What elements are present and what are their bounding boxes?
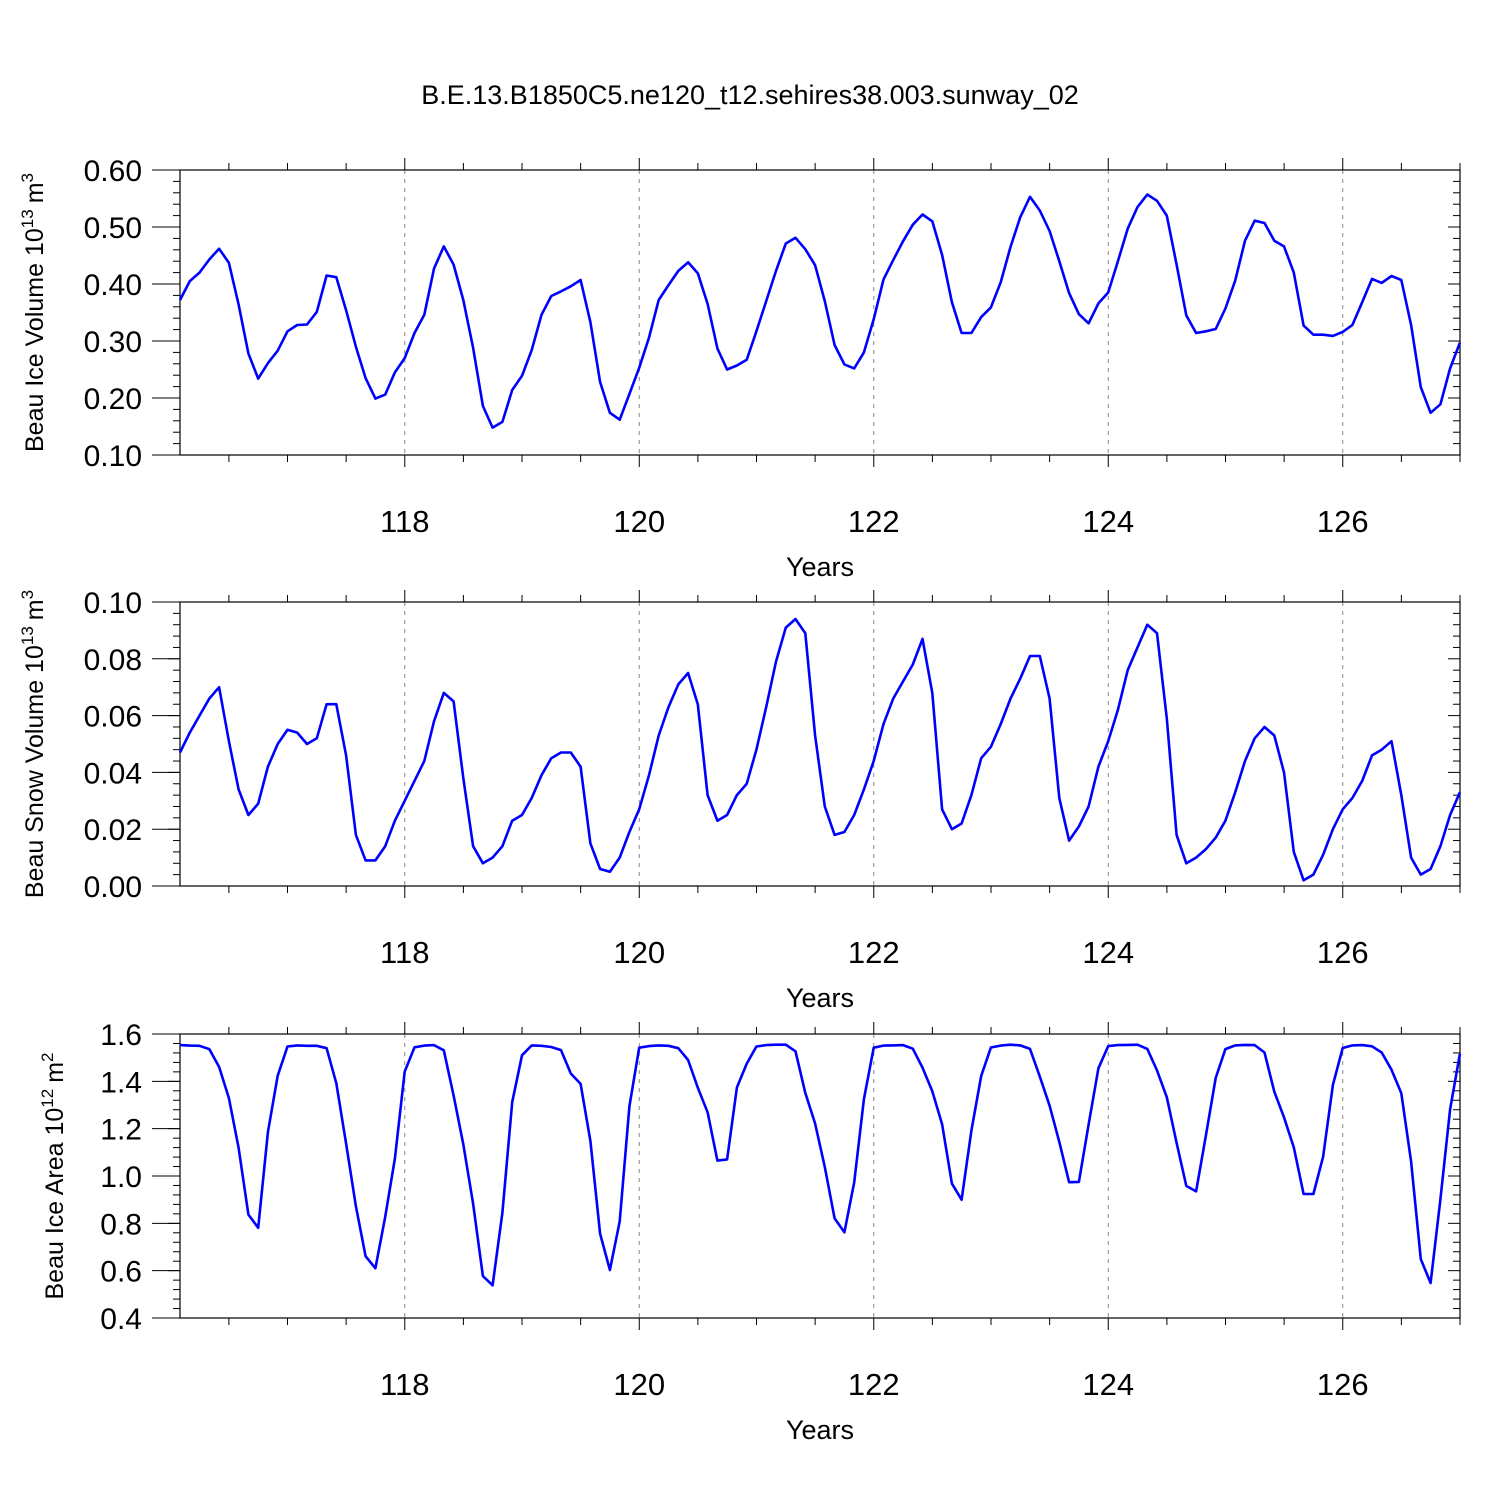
x-tick-label: 122	[848, 504, 900, 539]
x-tick-label: 118	[380, 1367, 429, 1402]
y-axis-label-exponent: 13	[18, 209, 37, 228]
y-axis-label-text: Beau Ice Volume 10	[21, 228, 49, 452]
y-tick-label: 0.30	[84, 326, 142, 359]
x-axis-label: Years	[786, 552, 854, 582]
x-tick-label: 118	[380, 935, 429, 970]
y-axis-label: Beau Ice Volume 1013 m3	[18, 173, 49, 452]
y-tick-label: 0.02	[84, 814, 142, 847]
x-axis-label: Years	[786, 1415, 854, 1445]
y-axis-label-text: Beau Ice Area 10	[41, 1108, 69, 1300]
plot-frame	[179, 601, 1461, 887]
y-tick-label: 0.60	[84, 155, 142, 188]
x-tick-label: 120	[613, 935, 665, 970]
y-axis-label-unit-exponent: 3	[18, 173, 37, 182]
x-tick-label: 126	[1317, 1367, 1369, 1402]
series-line	[178, 193, 1462, 429]
y-axis-label-unit-exponent: 3	[18, 590, 37, 599]
x-tick-label: 122	[848, 935, 900, 970]
figure-title: B.E.13.B1850C5.ne120_t12.sehires38.003.s…	[421, 80, 1079, 110]
x-tick-label: 118	[380, 504, 429, 539]
plot-frame	[179, 169, 1461, 456]
x-tick-label: 124	[1082, 504, 1134, 539]
y-axis-label: Beau Ice Area 1012 m2	[38, 1052, 69, 1299]
y-axis-label-unit-exponent: 2	[38, 1052, 57, 1061]
y-axis-label-unit: m	[21, 182, 49, 203]
y-tick-label: 0.4	[100, 1303, 142, 1336]
y-tick-label: 1.0	[100, 1161, 142, 1194]
plot-frame	[179, 1033, 1461, 1319]
y-tick-label: 1.6	[100, 1019, 142, 1052]
y-axis-label-unit: m	[41, 1062, 69, 1083]
y-tick-label: 0.06	[84, 701, 142, 734]
y-tick-label: 1.4	[100, 1066, 142, 1099]
y-axis-label-exponent: 12	[38, 1089, 57, 1108]
panel-1: 0.10 0.20 0.30 0.40 0.50 0.60 118 120 122 124 126 Y…	[18, 155, 1462, 582]
y-tick-label: 0.6	[100, 1256, 142, 1289]
y-tick-label: 0.8	[100, 1208, 142, 1241]
y-tick-label: 0.50	[84, 212, 142, 245]
series-line	[178, 617, 1462, 882]
x-axis-label: Years	[786, 983, 854, 1013]
y-tick-label: 0.10	[84, 440, 142, 473]
x-tick-label: 126	[1317, 504, 1369, 539]
x-tick-label: 124	[1082, 1367, 1134, 1402]
y-tick-label: 1.2	[100, 1114, 142, 1147]
x-tick-label: 120	[613, 504, 665, 539]
y-axis-label: Beau Snow Volume 1013 m3	[18, 590, 49, 898]
y-tick-label: 0.10	[84, 587, 142, 620]
x-tick-label: 124	[1082, 935, 1134, 970]
x-tick-label: 126	[1317, 935, 1369, 970]
x-tick-label: 120	[613, 1367, 665, 1402]
y-axis-label-exponent: 13	[18, 626, 37, 645]
panel-2: 0.00 0.02 0.04 0.06 0.08 0.10 118 120 122 124 126 Y…	[18, 587, 1462, 1013]
y-tick-label: 0.00	[84, 871, 142, 904]
y-axis-label-text: Beau Snow Volume 10	[21, 645, 49, 898]
y-tick-label: 0.20	[84, 383, 142, 416]
y-tick-label: 0.08	[84, 644, 142, 677]
y-tick-label: 0.04	[84, 757, 142, 790]
y-axis-label-unit: m	[21, 599, 49, 620]
y-tick-label: 0.40	[84, 269, 142, 302]
x-tick-label: 122	[848, 1367, 900, 1402]
series-line	[179, 1043, 1462, 1287]
